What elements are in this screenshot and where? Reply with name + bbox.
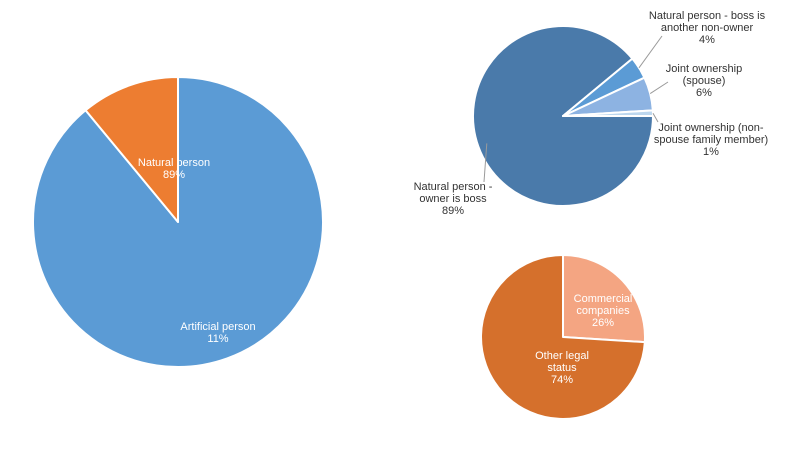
pie-chart-natural-person-breakdown: Natural person -owner is boss 89% Natural … <box>414 10 769 217</box>
pie-chart-legal-form: Natural person 89% Artificial person 11% <box>32 76 324 368</box>
leader-line-joint-ownership-spouse <box>649 81 669 95</box>
pie-slice-commercial-companies <box>562 254 646 344</box>
leader-line-natural-person-boss-is-another-non-owner <box>638 35 663 69</box>
leader-line-natural-person-owner-is-boss <box>483 143 488 183</box>
data-label-joint-ownership-spouse: Joint ownership (spouse) 6% <box>666 63 742 99</box>
pie-slice-joint-ownership-non-spouse-family-member <box>562 109 654 117</box>
data-label-commercial-companies: Commercial companies 26% <box>574 293 633 329</box>
data-label-artificial-person: Artificial person 11% <box>180 321 255 345</box>
data-label-other-legal-status: Other legal status 74% <box>535 350 589 386</box>
data-label-natural-person: Natural person 89% <box>138 157 210 181</box>
leader-line-joint-ownership-non-spouse-family-member <box>652 112 659 123</box>
pie-slice-other-legal-status <box>480 254 646 420</box>
pie-slice-artificial-person <box>84 76 179 223</box>
data-label-natural-person-owner-is-boss: Natural person -owner is boss 89% <box>414 181 493 217</box>
pie-chart-artificial-person-breakdown: Commercial companies 26% Other legal status 7… <box>480 254 646 420</box>
data-label-natural-person-boss-is-another-non-owner: Natural person - boss is another non-owne… <box>649 10 766 46</box>
data-label-joint-ownership-non-spouse-family-member: Joint ownership (non-spouse family membe… <box>654 122 768 158</box>
